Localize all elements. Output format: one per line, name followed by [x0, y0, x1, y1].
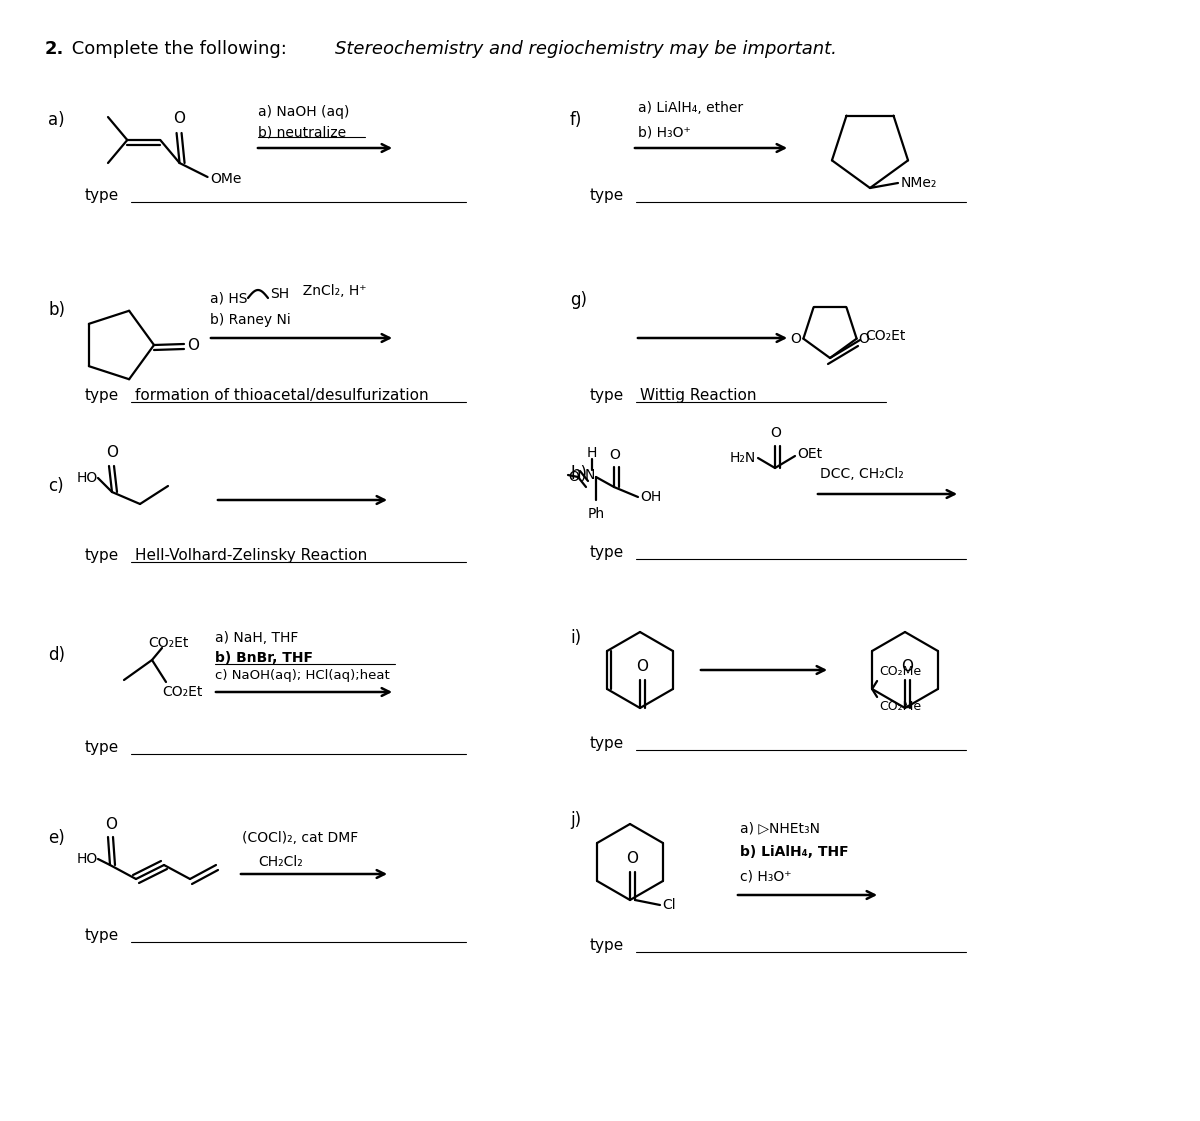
Text: O: O: [626, 851, 638, 867]
Text: CO₂Me: CO₂Me: [880, 665, 922, 678]
Text: O: O: [187, 339, 199, 353]
Text: a) NaOH (aq): a) NaOH (aq): [258, 105, 349, 119]
Text: type: type: [85, 188, 119, 203]
Text: j): j): [570, 810, 581, 830]
Text: type: type: [590, 388, 624, 404]
Text: OEt: OEt: [797, 447, 822, 461]
Text: type: type: [590, 938, 624, 953]
Text: b) Raney Ni: b) Raney Ni: [210, 313, 290, 327]
Text: N: N: [584, 467, 595, 482]
Text: a) ▷NHEt₃N: a) ▷NHEt₃N: [740, 821, 820, 835]
Text: a): a): [48, 111, 65, 129]
Text: CO₂Et: CO₂Et: [162, 685, 203, 700]
Text: type: type: [85, 548, 119, 563]
Text: type: type: [85, 740, 119, 756]
Text: H: H: [587, 446, 598, 460]
Text: O: O: [569, 470, 580, 484]
Text: (COCl)₂, cat DMF: (COCl)₂, cat DMF: [242, 831, 359, 845]
Text: e): e): [48, 830, 65, 847]
Text: OMe: OMe: [210, 172, 242, 186]
Text: CO₂Et: CO₂Et: [865, 328, 905, 343]
Text: Stereochemistry and regiochemistry may be important.: Stereochemistry and regiochemistry may b…: [335, 40, 836, 58]
Text: type: type: [85, 928, 119, 943]
Text: O: O: [791, 332, 802, 345]
Text: ZnCl₂, H⁺: ZnCl₂, H⁺: [294, 284, 366, 298]
Text: DCC, CH₂Cl₂: DCC, CH₂Cl₂: [820, 467, 904, 481]
Text: O: O: [859, 332, 870, 345]
Text: a) LiAlH₄, ether: a) LiAlH₄, ether: [638, 101, 743, 115]
Text: formation of thioacetal/desulfurization: formation of thioacetal/desulfurization: [134, 388, 428, 404]
Text: Hell-Volhard-Zelinsky Reaction: Hell-Volhard-Zelinsky Reaction: [134, 548, 367, 563]
Text: CO₂Me: CO₂Me: [880, 700, 922, 713]
Text: f): f): [570, 111, 582, 129]
Text: NMe₂: NMe₂: [901, 176, 937, 189]
Text: O: O: [106, 817, 118, 832]
Text: b) neutralize: b) neutralize: [258, 126, 346, 139]
Text: h): h): [570, 465, 587, 483]
Text: HO: HO: [77, 852, 98, 867]
Text: c): c): [48, 478, 64, 495]
Text: type: type: [590, 736, 624, 751]
Text: type: type: [590, 188, 624, 203]
Text: Cl: Cl: [662, 898, 676, 912]
Text: O: O: [610, 448, 620, 462]
Text: O: O: [636, 659, 648, 674]
Text: HO: HO: [77, 471, 98, 485]
Text: H₂N: H₂N: [730, 451, 756, 465]
Text: O: O: [174, 111, 186, 126]
Text: type: type: [590, 545, 624, 560]
Text: c) NaOH(aq); HCl(aq);heat: c) NaOH(aq); HCl(aq);heat: [215, 669, 390, 683]
Text: Ph: Ph: [588, 507, 605, 521]
Text: a) NaH, THF: a) NaH, THF: [215, 631, 299, 645]
Text: O: O: [770, 426, 781, 441]
Text: b) BnBr, THF: b) BnBr, THF: [215, 651, 313, 665]
Text: d): d): [48, 646, 65, 664]
Text: b) LiAlH₄, THF: b) LiAlH₄, THF: [740, 845, 848, 859]
Text: a) HS: a) HS: [210, 291, 247, 305]
Text: i): i): [570, 629, 581, 647]
Text: b): b): [48, 302, 65, 319]
Text: CH₂Cl₂: CH₂Cl₂: [258, 855, 302, 869]
Text: SH: SH: [270, 287, 289, 302]
Text: b) H₃O⁺: b) H₃O⁺: [638, 126, 691, 139]
Text: Wittig Reaction: Wittig Reaction: [640, 388, 756, 404]
Text: O: O: [106, 445, 118, 460]
Text: OH: OH: [640, 490, 661, 504]
Text: c) H₃O⁺: c) H₃O⁺: [740, 869, 792, 883]
Text: 2.: 2.: [46, 40, 65, 58]
Text: Complete the following:: Complete the following:: [66, 40, 293, 58]
Text: O: O: [901, 659, 913, 674]
Text: g): g): [570, 291, 587, 309]
Text: type: type: [85, 388, 119, 404]
Text: CO₂Et: CO₂Et: [148, 636, 188, 650]
